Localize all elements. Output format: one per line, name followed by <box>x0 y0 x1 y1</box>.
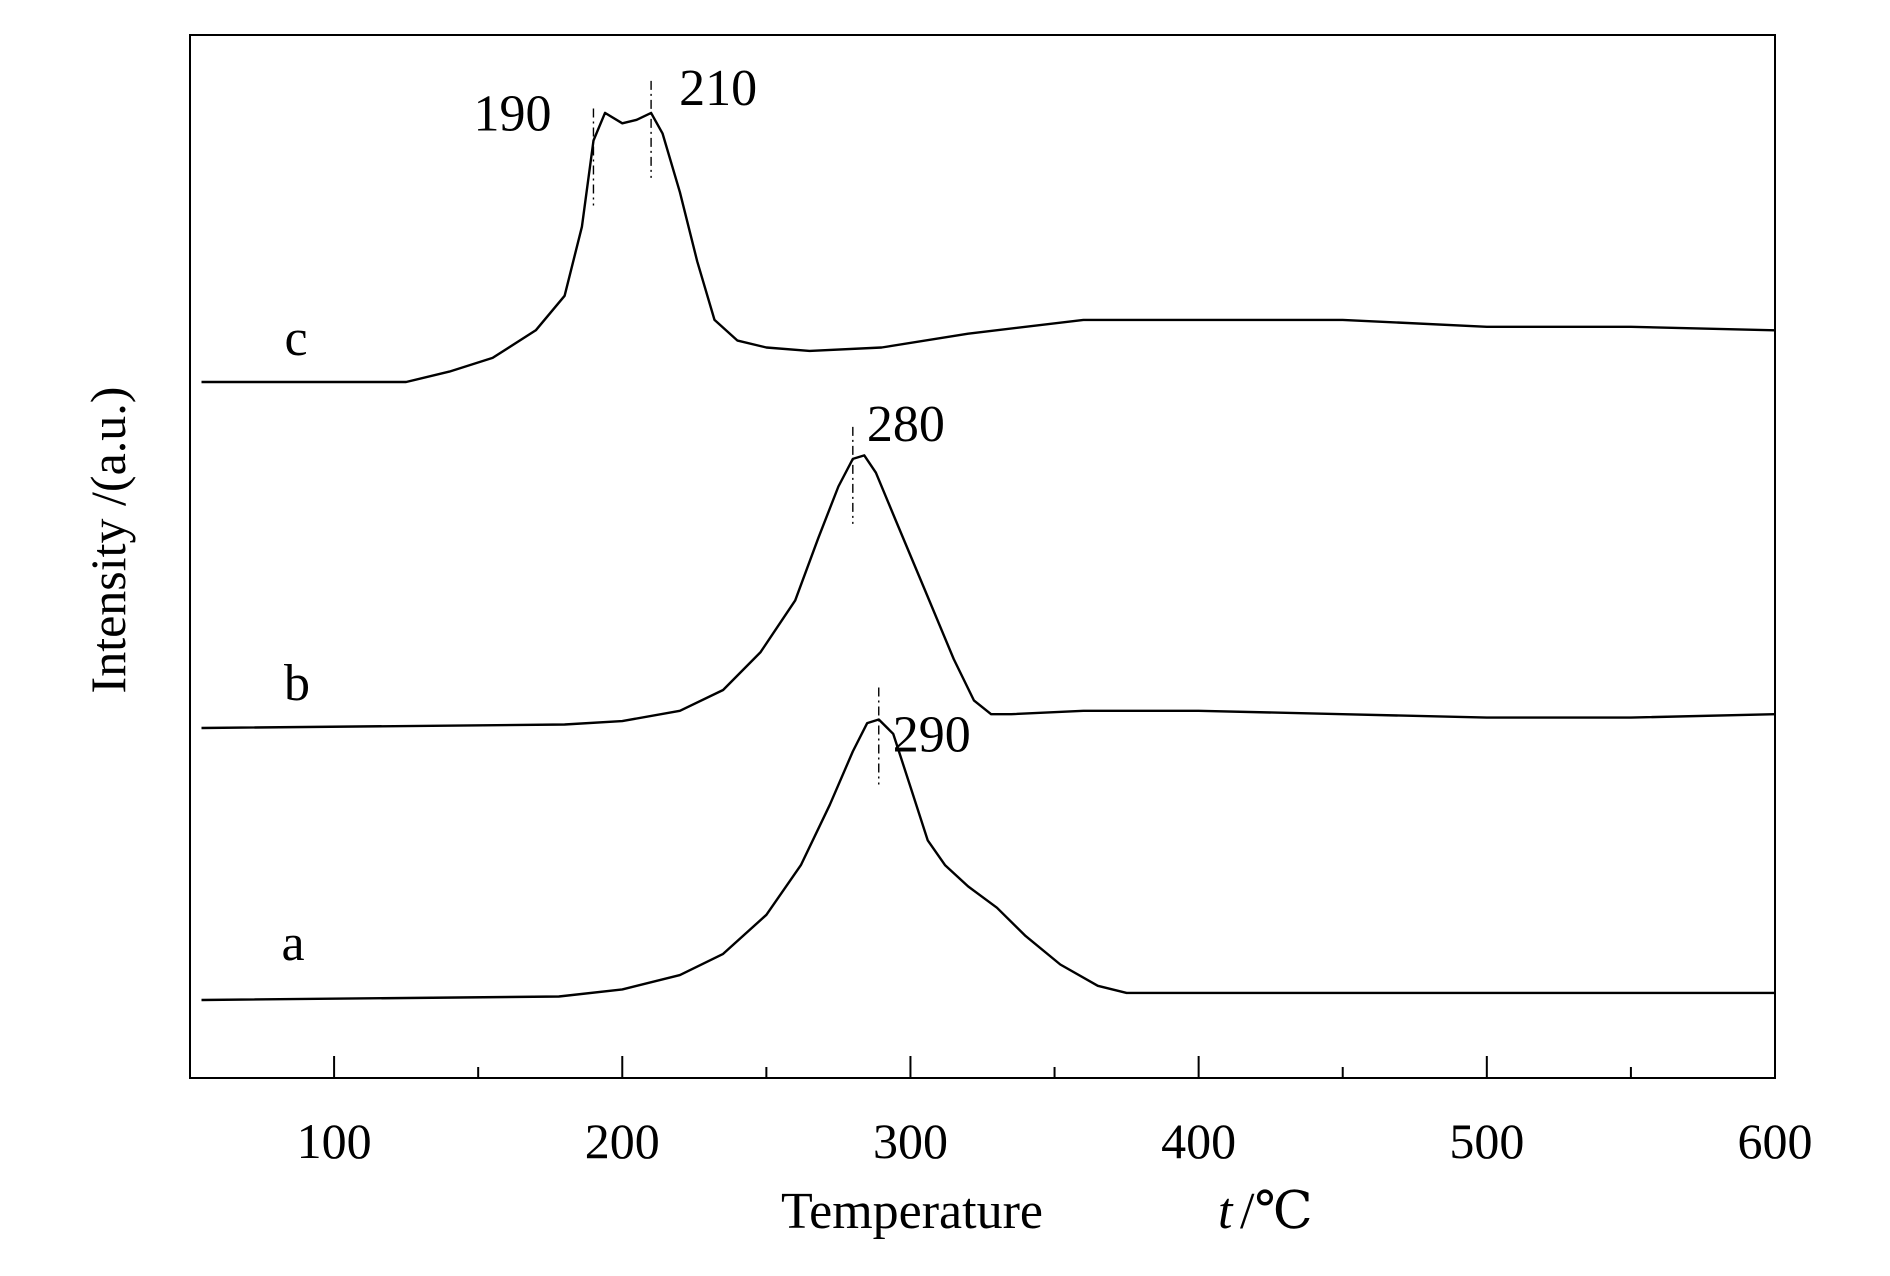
x-tick-label: 600 <box>1738 1113 1813 1169</box>
x-tick-label: 400 <box>1161 1113 1236 1169</box>
peak-label: 290 <box>893 707 971 764</box>
x-tick-label: 300 <box>873 1113 948 1169</box>
series-line-c <box>201 111 1776 384</box>
series-label-c: c <box>284 310 307 367</box>
curves: a b c <box>201 111 1776 1002</box>
peak-label: 210 <box>679 60 757 117</box>
peak-annotations: 190 210 280 290 <box>473 60 971 785</box>
x-axis-title: Temperature <box>781 1183 1043 1240</box>
x-axis-unit: /℃ <box>1240 1183 1313 1240</box>
series-line-b <box>201 454 1776 730</box>
peak-label: 190 <box>473 86 551 143</box>
x-tick-label: 100 <box>297 1113 372 1169</box>
x-axis-symbol: t <box>1218 1183 1234 1240</box>
series-line-a <box>201 718 1775 1002</box>
x-ticks: 100 200 300 400 500 600 <box>297 1056 1813 1169</box>
y-axis-title: Intensity /(a.u.) <box>80 387 136 694</box>
peak-label: 280 <box>867 396 945 453</box>
series-label-a: a <box>281 915 304 972</box>
x-tick-label: 200 <box>585 1113 660 1169</box>
plot-frame <box>189 34 1776 1079</box>
series-label-b: b <box>284 655 310 712</box>
x-tick-label: 500 <box>1449 1113 1524 1169</box>
